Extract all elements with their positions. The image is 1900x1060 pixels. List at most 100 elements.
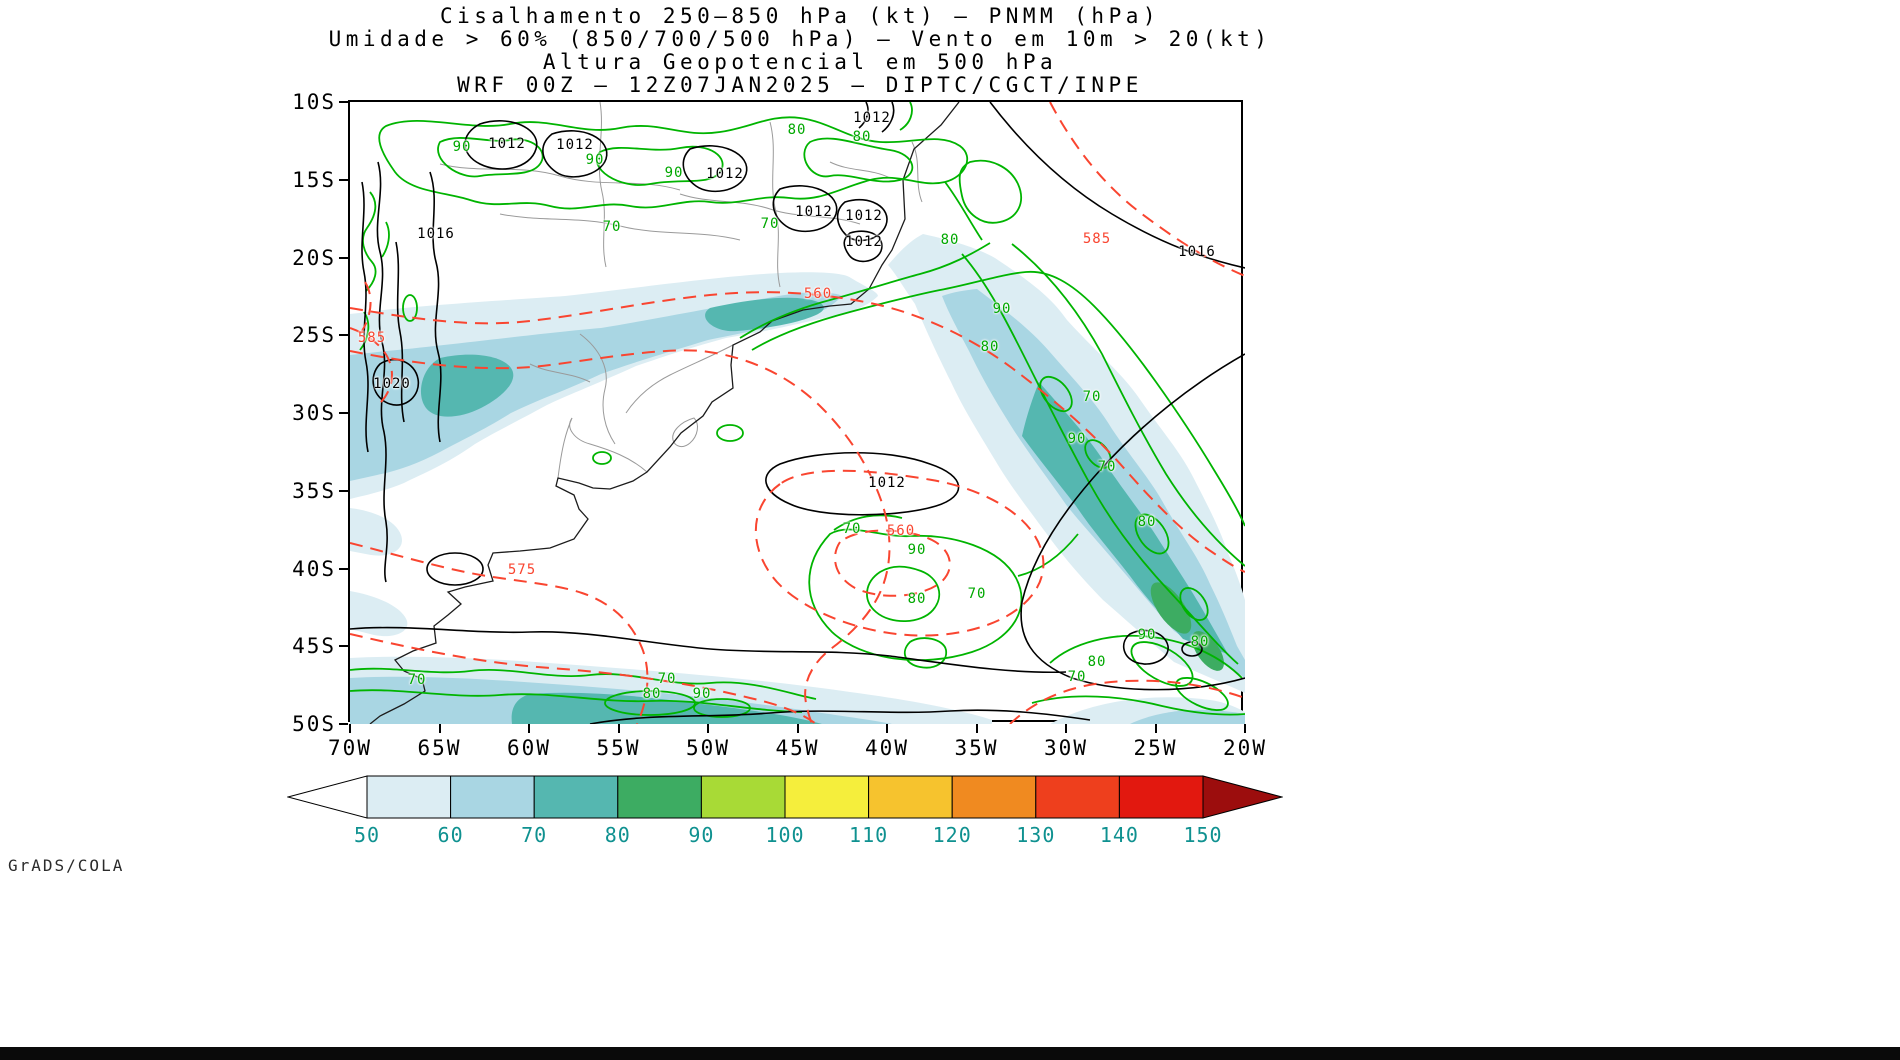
contour-label: 80 (1087, 654, 1107, 670)
contour-label: 80 (980, 339, 1000, 355)
y-tick-mark (339, 723, 348, 725)
contour-label: 90 (992, 301, 1012, 317)
y-tick-label: 40S (292, 556, 336, 581)
contour-label: 90 (452, 139, 472, 155)
contour-label: 1020 (373, 376, 411, 392)
x-tick-label: 20W (1223, 736, 1267, 760)
x-tick-mark (975, 724, 978, 733)
contour-label: 575 (507, 562, 537, 578)
colorbar-tick-label: 80 (604, 823, 631, 847)
colorbar-tick-label: 120 (932, 823, 972, 847)
contour-label: 70 (760, 216, 780, 232)
colorbar-tick-label: 100 (765, 823, 805, 847)
x-tick-label: 55W (596, 736, 641, 760)
contour-label: 1012 (853, 110, 891, 126)
title-line-2: Umidade > 60% (850/700/500 hPa) – Vento … (328, 27, 1272, 51)
colorbar-tick-label: 130 (1016, 823, 1056, 847)
colorbar-tick-label: 110 (849, 823, 889, 847)
contour-label: 1012 (706, 166, 744, 182)
shading-layer (350, 234, 1245, 724)
colorbar-tick-label: 150 (1183, 823, 1223, 847)
y-tick-mark (339, 412, 348, 414)
contour-label: 70 (1067, 669, 1087, 685)
x-tick-mark (707, 724, 709, 733)
colorbar-ticks: 50 60 70 80 90 100 110 120 130 140 150 (287, 823, 1283, 849)
y-tick-label: 15S (292, 167, 336, 192)
contour-label: 1012 (845, 234, 883, 250)
y-tick-mark (339, 256, 348, 259)
chart-titles: Cisalhamento 250–850 hPa (kt) – PNMM (hP… (0, 5, 1600, 97)
colorbar-tick-label: 90 (688, 823, 715, 847)
title-line-1: Cisalhamento 250–850 hPa (kt) – PNMM (hP… (439, 4, 1160, 28)
contour-label: 1012 (488, 136, 526, 152)
title-line-3: Altura Geopotencial em 500 hPa (542, 50, 1058, 74)
y-tick-mark (339, 645, 348, 648)
x-tick-label: 25W (1133, 736, 1178, 760)
x-tick-mark (617, 724, 620, 733)
contour-label: 80 (1137, 514, 1157, 530)
y-tick-mark (339, 101, 348, 103)
contour-label: 1012 (868, 475, 906, 491)
contour-label: 560 (803, 286, 833, 302)
y-tick-mark (339, 489, 348, 492)
colorbar-tick-label: 60 (437, 823, 464, 847)
x-tick-label: 45W (775, 736, 820, 760)
contour-label: 90 (1137, 627, 1157, 643)
x-tick-mark (349, 724, 351, 733)
x-tick-mark (438, 724, 441, 733)
map-panel: 1012 1012 1012 1012 1012 1012 1012 1016 1016 1020… (292, 90, 1265, 760)
x-tick-mark (796, 724, 799, 733)
contour-label: 70 (1097, 459, 1117, 475)
y-tick-label: 20S (292, 245, 336, 270)
credit-text: GrADS/COLA (8, 856, 125, 875)
x-tick-label: 40W (865, 736, 909, 760)
contour-labels-layer: 1012 1012 1012 1012 1012 1012 1012 1016 1016 1020… (350, 102, 1245, 724)
contour-label: 1016 (417, 226, 455, 242)
contour-label: 70 (842, 521, 862, 537)
y-tick-label: 10S (292, 90, 336, 114)
y-tick-mark (339, 178, 348, 181)
contour-label: 90 (664, 165, 684, 181)
colorbar-tick-label: 140 (1099, 823, 1139, 847)
contour-label: 70 (407, 672, 427, 688)
coastline-layer (369, 102, 960, 724)
title-line-4: WRF 00Z – 12Z07JAN2025 – DIPTC/CGCT/INPE (457, 73, 1143, 97)
contour-label: 90 (907, 542, 927, 558)
x-tick-label: 70W (328, 736, 372, 760)
contour-label: 80 (787, 122, 807, 138)
contour-label: 585 (357, 330, 387, 346)
contour-label: 70 (657, 671, 677, 687)
colorbar: 50 60 70 80 90 100 110 120 130 140 150 (287, 775, 1283, 850)
contour-label: 70 (602, 219, 622, 235)
contour-label: 80 (940, 232, 960, 248)
x-tick-label: 60W (507, 736, 551, 760)
contour-label: 80 (642, 686, 662, 702)
y-tick-label: 50S (292, 712, 336, 736)
contour-label: 1012 (795, 204, 833, 220)
y-tick-label: 35S (292, 478, 336, 503)
y-tick-mark (339, 334, 348, 337)
geopotential-contours-layer (350, 102, 1245, 724)
x-tick-label: 35W (954, 736, 999, 760)
contour-label: 90 (585, 152, 605, 168)
y-tick-label: 30S (292, 401, 336, 425)
x-tick-mark (1065, 724, 1067, 733)
contour-label: 585 (1082, 231, 1112, 247)
contour-label: 70 (967, 586, 987, 602)
contour-label: 80 (907, 591, 927, 607)
x-tick-mark (1154, 724, 1157, 733)
contour-label: 80 (852, 129, 872, 145)
y-tick-mark (339, 567, 348, 570)
colorbar-svg (287, 775, 1283, 819)
bottom-bar (0, 1047, 1900, 1060)
x-tick-mark (528, 724, 530, 733)
contour-label: 70 (1082, 389, 1102, 405)
y-tick-label: 45S (292, 634, 336, 659)
x-tick-mark (1244, 724, 1246, 733)
state-borders-layer (439, 102, 923, 479)
contour-label: 1016 (1178, 244, 1216, 260)
map-svg (350, 102, 1245, 724)
contour-label: 80 (1190, 634, 1210, 650)
x-tick-mark (886, 724, 888, 733)
x-tick-label: 30W (1044, 736, 1088, 760)
